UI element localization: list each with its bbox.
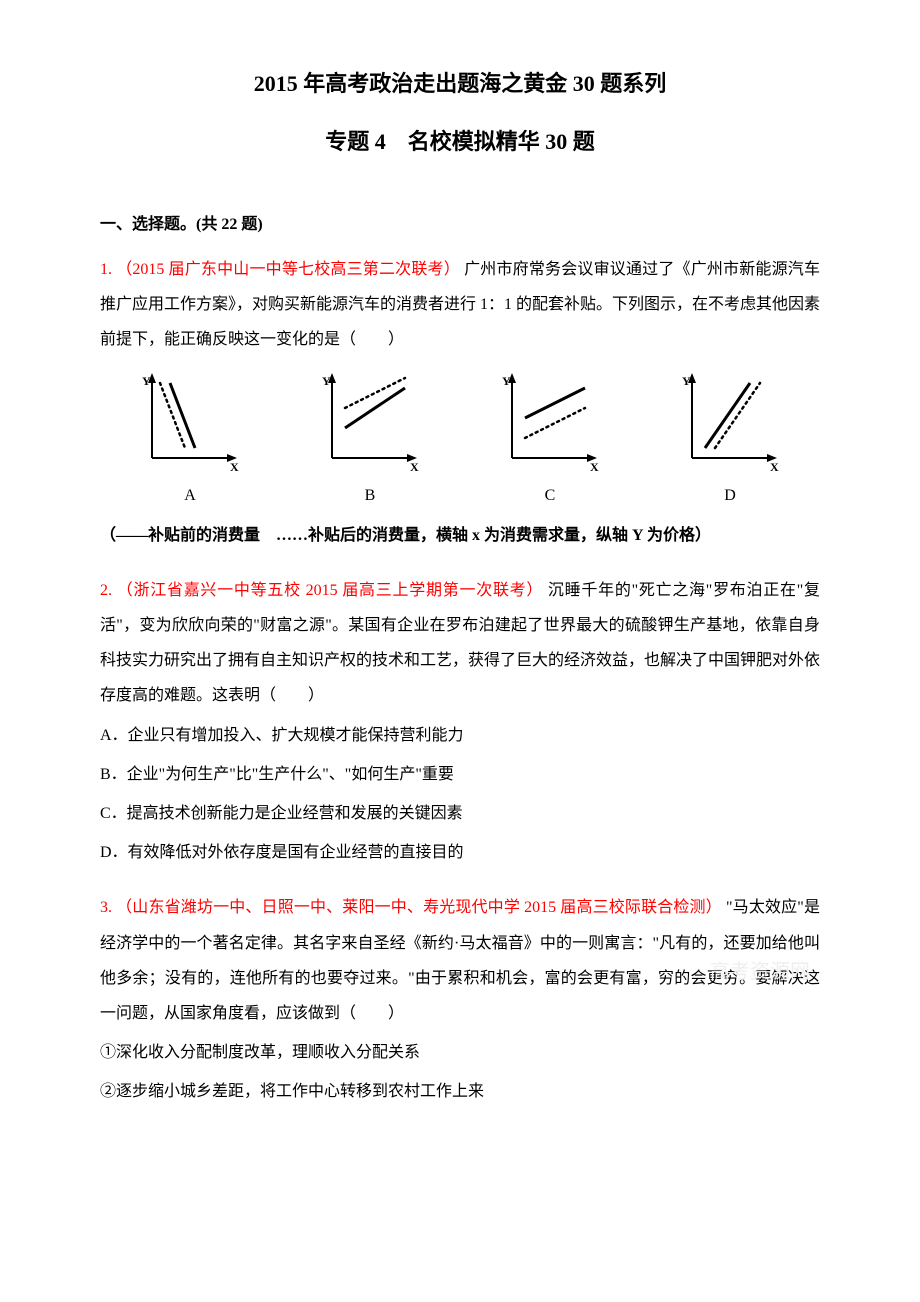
question-3: 3. （山东省潍坊一中、日照一中、莱阳一中、寿光现代中学 2015 届高三校际联… bbox=[100, 890, 820, 1109]
q2-source: （浙江省嘉兴一中等五校 2015 届高三上学期第一次联考） bbox=[117, 582, 543, 599]
chart-B: Y X bbox=[280, 373, 460, 473]
q1-charts: Y X Y X bbox=[100, 373, 820, 473]
q3-number: 3. bbox=[100, 899, 112, 916]
section-header: 一、选择题。(共 22 题) bbox=[100, 207, 820, 242]
q2-option-B: B．企业"为何生产"比"生产什么"、"如何生产"重要 bbox=[100, 757, 820, 792]
q2-option-D: D．有效降低对外依存度是国有企业经营的直接目的 bbox=[100, 835, 820, 870]
label-B: B bbox=[280, 478, 460, 513]
svg-text:X: X bbox=[410, 460, 419, 473]
svg-text:Y: Y bbox=[682, 374, 691, 388]
svg-text:Y: Y bbox=[142, 374, 151, 388]
sub-title: 专题 4 名校模拟精华 30 题 bbox=[100, 118, 820, 166]
main-title: 2015 年高考政治走出题海之黄金 30 题系列 bbox=[100, 60, 820, 108]
q2-option-A: A．企业只有增加投入、扩大规模才能保持营利能力 bbox=[100, 718, 820, 753]
svg-text:X: X bbox=[590, 460, 599, 473]
label-C: C bbox=[460, 478, 640, 513]
chart-C: Y X bbox=[460, 373, 640, 473]
q3-source: （山东省潍坊一中、日照一中、莱阳一中、寿光现代中学 2015 届高三校际联合检测… bbox=[116, 899, 722, 916]
svg-text:X: X bbox=[770, 460, 779, 473]
svg-text:X: X bbox=[230, 460, 239, 473]
q2-body: 沉睡千年的"死亡之海"罗布泊正在"复活"，变为欣欣向荣的"财富之源"。某国有企业… bbox=[100, 582, 820, 705]
question-1: 1. （2015 届广东中山一中等七校高三第二次联考） 广州市府常务会议审议通过… bbox=[100, 252, 820, 553]
q2-option-C: C．提高技术创新能力是企业经营和发展的关键因素 bbox=[100, 796, 820, 831]
q3-body: "马太效应"是经济学中的一个著名定律。其名字来自圣经《新约·马太福音》中的一则寓… bbox=[100, 899, 820, 1022]
chart-D: Y X bbox=[640, 373, 820, 473]
svg-text:Y: Y bbox=[502, 374, 511, 388]
question-2: 2. （浙江省嘉兴一中等五校 2015 届高三上学期第一次联考） 沉睡千年的"死… bbox=[100, 573, 820, 871]
q1-legend: （——补贴前的消费量 ……补贴后的消费量，横轴 x 为消费需求量，纵轴 Y 为价… bbox=[100, 518, 820, 553]
q1-source: （2015 届广东中山一中等七校高三第二次联考） bbox=[116, 261, 460, 278]
q1-chart-labels: A B C D bbox=[100, 478, 820, 513]
q2-number: 2. bbox=[100, 582, 112, 599]
label-A: A bbox=[100, 478, 280, 513]
q3-option-2: ②逐步缩小城乡差距，将工作中心转移到农村工作上来 bbox=[100, 1074, 820, 1109]
q3-option-1: ①深化收入分配制度改革，理顺收入分配关系 bbox=[100, 1035, 820, 1070]
label-D: D bbox=[640, 478, 820, 513]
chart-A: Y X bbox=[100, 373, 280, 473]
q1-number: 1. bbox=[100, 261, 112, 278]
svg-text:Y: Y bbox=[322, 374, 331, 388]
